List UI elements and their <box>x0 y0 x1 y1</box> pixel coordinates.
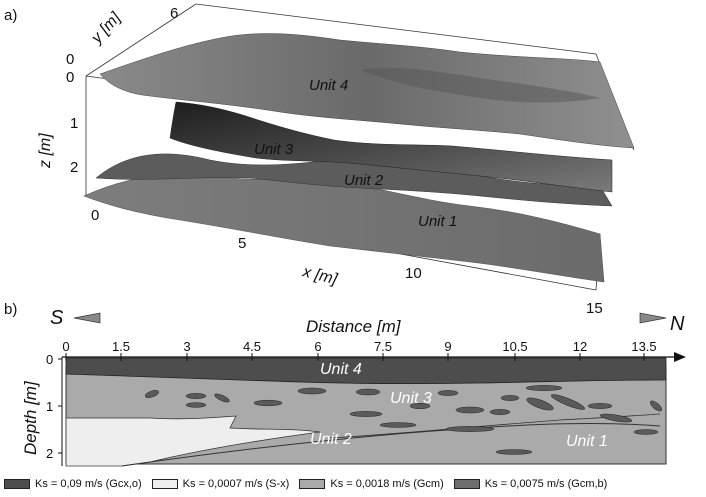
surface-unit-4 <box>99 33 635 149</box>
south-arrow-icon <box>73 312 101 324</box>
distance-tick: 7.5 <box>374 339 392 354</box>
depth-tick-1: 1 <box>46 399 53 414</box>
legend-item: Ks = 0,09 m/s (Gcx,o) <box>4 478 142 490</box>
distance-tick: 0 <box>62 339 69 354</box>
panel-b-unit-4-label: Unit 4 <box>320 361 362 378</box>
z-axis-label: z [m] <box>37 133 54 169</box>
panel-b-unit-2-label: Unit 2 <box>310 431 352 448</box>
depth-tick-0: 0 <box>46 352 53 367</box>
north-label: N <box>670 313 685 335</box>
cross-section <box>65 357 667 467</box>
legend-text: Ks = 0,0075 m/s (Gcm,b) <box>484 478 608 490</box>
distance-tick: 3 <box>183 339 190 354</box>
legend-text: Ks = 0,09 m/s (Gcx,o) <box>35 478 142 490</box>
section-sand-body <box>65 415 321 467</box>
distance-axis-tickmarks <box>65 353 645 361</box>
distance-tick: 6 <box>314 339 321 354</box>
z-tick-1: 1 <box>70 115 78 132</box>
z-tick-0: 0 <box>66 69 74 86</box>
panel-a-unit-1-label: Unit 1 <box>418 213 457 230</box>
x-axis-label: x [m] <box>300 263 339 288</box>
y-tick-6: 6 <box>170 5 178 22</box>
section-unit-4-layer <box>65 357 667 385</box>
depth-tick-2: 2 <box>46 446 53 461</box>
x-tick-5: 5 <box>238 235 246 252</box>
legend-item: Ks = 0,0018 m/s (Gcm) <box>299 478 444 490</box>
panel-b-unit-1-label: Unit 1 <box>566 433 608 450</box>
x-tick-10: 10 <box>405 265 422 282</box>
distance-ticks: 0 1.5 3 4.5 6 7.5 9 10.5 12 13.5 <box>62 339 656 354</box>
panel-a-unit-2-label: Unit 2 <box>344 172 384 189</box>
legend-text: Ks = 0,0018 m/s (Gcm) <box>330 478 444 490</box>
section-unit-1-boundary <box>329 413 661 439</box>
south-label: S <box>50 307 64 329</box>
legend: Ks = 0,09 m/s (Gcx,o) Ks = 0,0007 m/s (S… <box>0 474 706 494</box>
distance-axis-label: Distance [m] <box>306 317 402 336</box>
legend-swatch <box>151 479 178 489</box>
distance-tick: 12 <box>573 339 587 354</box>
distance-tick: 4.5 <box>243 339 261 354</box>
distance-axis-arrow-icon <box>674 352 686 362</box>
legend-text: Ks = 0,0007 m/s (S-x) <box>182 478 290 490</box>
x-tick-0: 0 <box>91 207 99 224</box>
z-tick-2: 2 <box>70 159 78 176</box>
legend-swatch <box>4 479 30 489</box>
x-tick-15: 15 <box>586 300 603 317</box>
distance-tick: 9 <box>444 339 451 354</box>
panel-b-label: b) <box>4 301 17 318</box>
surface-unit-3 <box>169 101 613 193</box>
legend-item: Ks = 0,0007 m/s (S-x) <box>151 478 290 490</box>
depth-tickmarks <box>58 358 62 454</box>
section-unit-2-boundary <box>121 423 661 467</box>
panel-a-unit-3-label: Unit 3 <box>254 141 294 158</box>
surface-unit-4-shading <box>360 67 600 103</box>
north-arrow-icon <box>639 312 667 324</box>
distance-tick: 1.5 <box>112 339 130 354</box>
legend-item: Ks = 0,0075 m/s (Gcm,b) <box>453 478 608 490</box>
distance-tick: 10.5 <box>502 339 527 354</box>
section-gcm-b-lenses <box>145 385 662 455</box>
distance-tick: 13.5 <box>631 339 656 354</box>
panel-a-label: a) <box>4 7 17 24</box>
depth-axis-label: Depth [m] <box>21 380 40 455</box>
panel-b-unit-3-label: Unit 3 <box>390 390 432 407</box>
legend-swatch <box>299 479 326 489</box>
y-tick-0: 0 <box>66 51 74 68</box>
y-axis-label: y [m] <box>88 9 125 47</box>
legend-swatch <box>453 479 480 489</box>
panel-a-unit-4-label: Unit 4 <box>309 77 348 94</box>
surface-unit-1 <box>83 173 605 283</box>
